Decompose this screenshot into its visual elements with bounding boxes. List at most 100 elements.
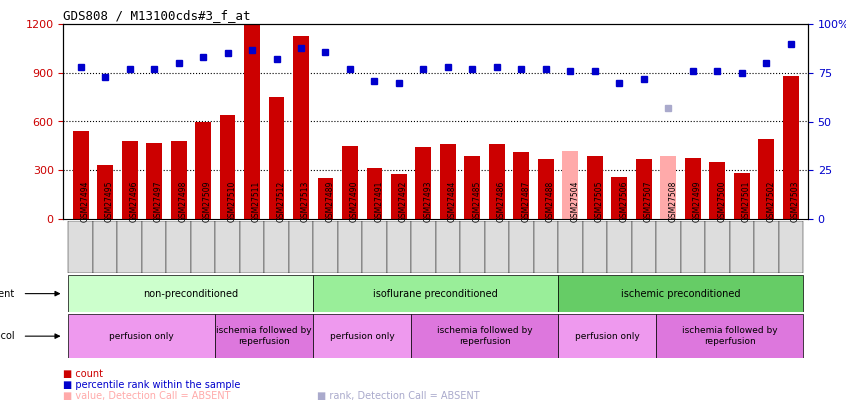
Bar — [69, 275, 313, 312]
Bar — [69, 221, 93, 273]
Text: GSM27498: GSM27498 — [179, 181, 188, 222]
Text: GSM27486: GSM27486 — [497, 181, 506, 222]
Text: GSM27496: GSM27496 — [129, 181, 139, 222]
Text: GSM27513: GSM27513 — [301, 181, 310, 222]
Bar — [632, 221, 656, 273]
Bar — [239, 221, 264, 273]
Text: ■ value, Detection Call = ABSENT: ■ value, Detection Call = ABSENT — [63, 390, 231, 401]
Bar — [661, 156, 676, 219]
Text: perfusion only: perfusion only — [330, 332, 394, 341]
Bar — [387, 221, 411, 273]
Bar — [391, 174, 407, 219]
Text: perfusion only: perfusion only — [109, 332, 174, 341]
Bar — [460, 221, 485, 273]
Text: GSM27488: GSM27488 — [546, 181, 555, 222]
Bar — [514, 152, 530, 219]
Bar — [534, 221, 558, 273]
Bar — [244, 24, 260, 219]
Bar — [489, 144, 505, 219]
Text: isoflurane preconditioned: isoflurane preconditioned — [373, 289, 498, 298]
Bar — [783, 76, 799, 219]
Bar — [705, 221, 729, 273]
Text: GSM27512: GSM27512 — [277, 181, 285, 222]
Text: GSM27504: GSM27504 — [570, 181, 580, 222]
Text: GSM27484: GSM27484 — [448, 181, 457, 222]
Bar — [729, 221, 754, 273]
Text: GSM27506: GSM27506 — [619, 181, 629, 222]
Bar — [685, 158, 700, 219]
Text: GSM27495: GSM27495 — [105, 181, 114, 222]
Bar — [680, 221, 705, 273]
Bar — [195, 122, 211, 219]
Text: GSM27500: GSM27500 — [717, 181, 727, 222]
Text: ischemic preconditioned: ischemic preconditioned — [621, 289, 740, 298]
Bar — [709, 162, 725, 219]
Bar — [191, 221, 215, 273]
Bar — [485, 221, 509, 273]
Bar — [733, 173, 750, 219]
Bar — [411, 314, 558, 358]
Text: GSM27497: GSM27497 — [154, 181, 163, 222]
Bar — [607, 221, 632, 273]
Bar — [656, 314, 803, 358]
Bar — [538, 159, 554, 219]
Bar — [313, 314, 411, 358]
Text: GSM27509: GSM27509 — [203, 181, 212, 222]
Text: perfusion only: perfusion only — [574, 332, 640, 341]
Text: GSM27510: GSM27510 — [228, 181, 237, 222]
Text: GSM27487: GSM27487 — [521, 181, 530, 222]
Bar — [656, 221, 680, 273]
Bar — [612, 177, 628, 219]
Bar — [122, 141, 138, 219]
Bar — [436, 221, 460, 273]
Text: GDS808 / M13100cds#3_f_at: GDS808 / M13100cds#3_f_at — [63, 9, 251, 22]
Text: ischemia followed by
reperfusion: ischemia followed by reperfusion — [217, 326, 312, 346]
Text: GSM27492: GSM27492 — [399, 181, 408, 222]
Bar — [215, 314, 313, 358]
Bar — [317, 178, 333, 219]
Bar — [563, 151, 579, 219]
Bar — [93, 221, 118, 273]
Bar — [587, 156, 603, 219]
Text: GSM27511: GSM27511 — [252, 181, 261, 222]
Text: GSM27489: GSM27489 — [326, 181, 334, 222]
Text: GSM27494: GSM27494 — [80, 181, 90, 222]
Bar — [366, 168, 382, 219]
Text: GSM27502: GSM27502 — [766, 181, 775, 222]
Text: GSM27503: GSM27503 — [791, 181, 799, 222]
Bar — [167, 221, 191, 273]
Bar — [754, 221, 778, 273]
Text: agent: agent — [0, 289, 15, 298]
Bar — [758, 139, 774, 219]
Bar — [293, 36, 309, 219]
Text: protocol: protocol — [0, 331, 15, 341]
Bar — [97, 165, 113, 219]
Text: ■ rank, Detection Call = ABSENT: ■ rank, Detection Call = ABSENT — [317, 390, 480, 401]
Bar — [69, 314, 215, 358]
Text: GSM27491: GSM27491 — [375, 181, 383, 222]
Bar — [313, 275, 558, 312]
Bar — [342, 146, 358, 219]
Bar — [142, 221, 167, 273]
Bar — [264, 221, 288, 273]
Bar — [362, 221, 387, 273]
Bar — [73, 131, 89, 219]
Bar — [440, 144, 456, 219]
Text: GSM27508: GSM27508 — [668, 181, 678, 222]
Bar — [411, 221, 436, 273]
Text: GSM27490: GSM27490 — [350, 181, 359, 222]
Bar — [464, 156, 481, 219]
Text: GSM27507: GSM27507 — [644, 181, 653, 222]
Bar — [288, 221, 313, 273]
Bar — [509, 221, 534, 273]
Text: ■ count: ■ count — [63, 369, 103, 379]
Bar — [146, 143, 162, 219]
Text: GSM27499: GSM27499 — [693, 181, 702, 222]
Bar — [338, 221, 362, 273]
Text: GSM27501: GSM27501 — [742, 181, 750, 222]
Text: GSM27493: GSM27493 — [424, 181, 432, 222]
Bar — [778, 221, 803, 273]
Bar — [583, 221, 607, 273]
Text: GSM27485: GSM27485 — [472, 181, 481, 222]
Bar — [215, 221, 239, 273]
